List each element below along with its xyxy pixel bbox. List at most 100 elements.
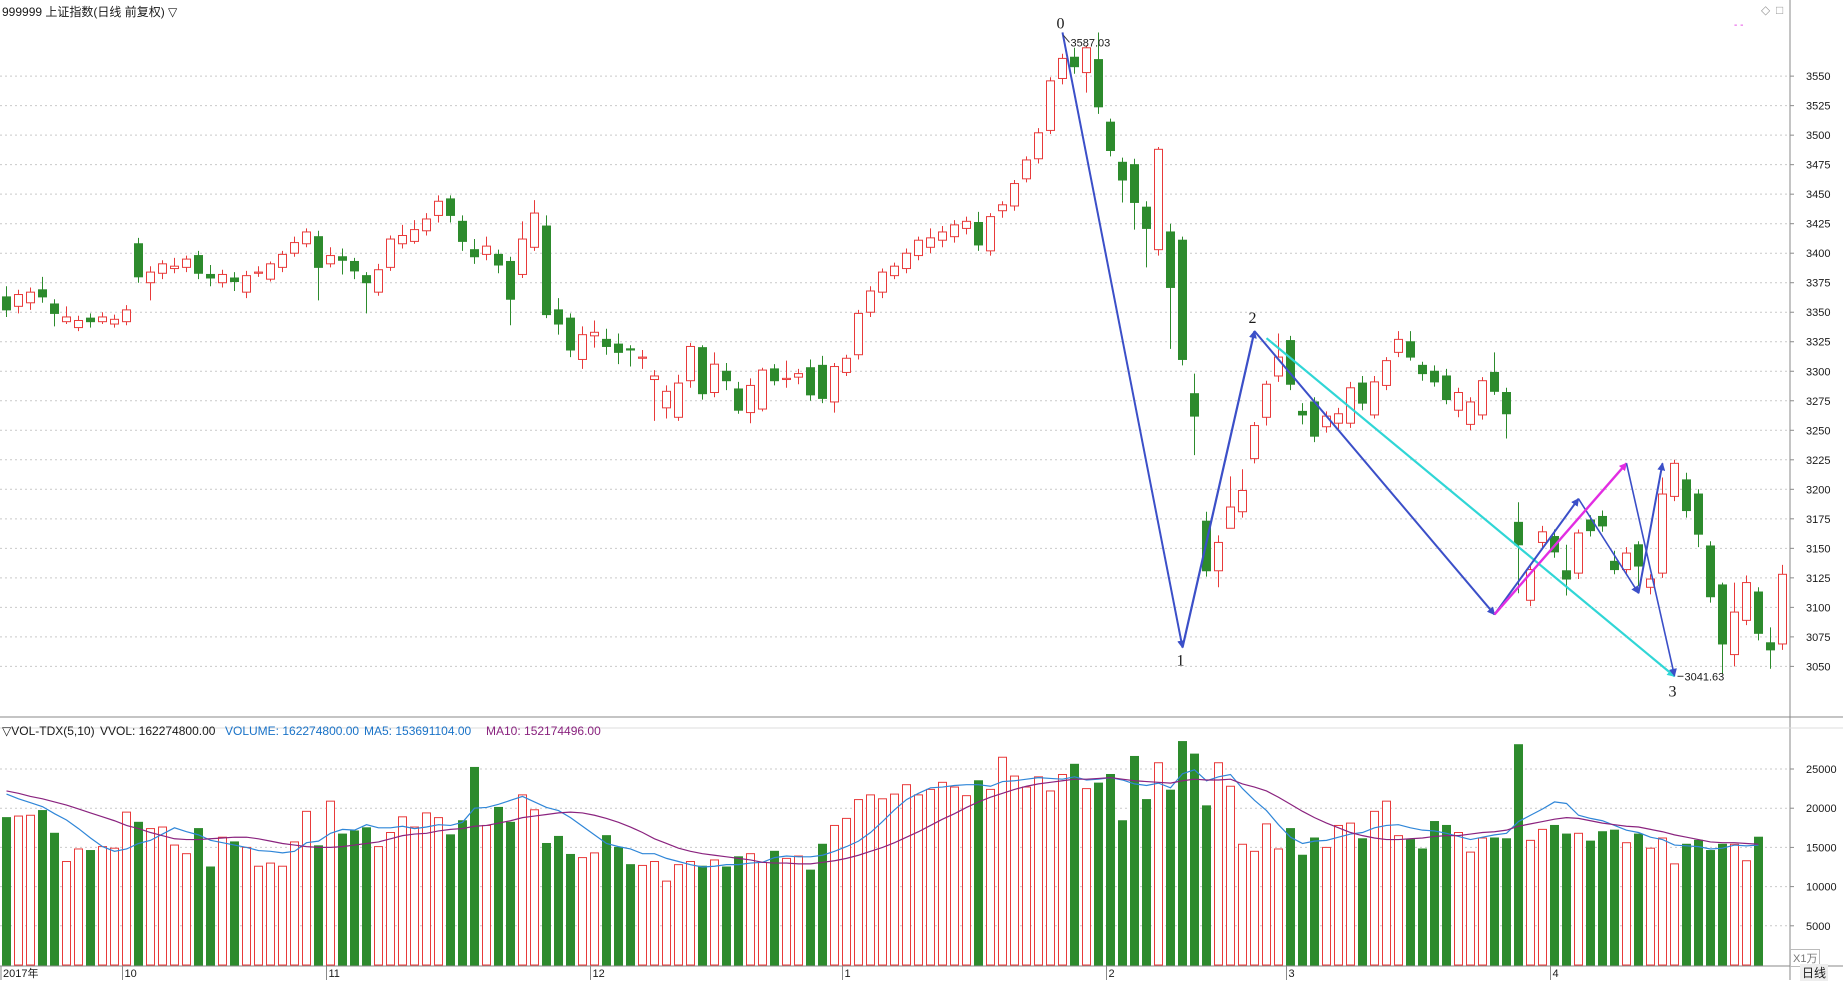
volume-bar-up <box>434 817 443 966</box>
candle <box>806 359 815 401</box>
candle <box>1466 397 1475 431</box>
candle-body-up <box>674 382 683 418</box>
price-tick-label: 3550 <box>1806 71 1830 83</box>
volume-bar-up <box>242 846 251 966</box>
volume-bar-up <box>254 865 263 966</box>
candle-body-up <box>1730 611 1739 656</box>
candle <box>230 272 239 291</box>
volume-bar-up <box>1022 786 1031 966</box>
candle-body-down <box>1118 161 1127 181</box>
price-tick-label: 3150 <box>1806 543 1830 555</box>
candle-body-down <box>362 275 371 284</box>
candle-body-up <box>758 369 767 410</box>
volume-bar-up <box>1238 843 1247 966</box>
wave-line-2-a <box>1253 330 1496 616</box>
volume-bar-down <box>2 817 11 966</box>
volume-bar-up <box>866 794 875 966</box>
candle-body-up <box>890 265 899 277</box>
candle <box>458 215 467 251</box>
corner-mark: - - <box>1734 20 1744 31</box>
volume-indicator-name[interactable]: ▽VOL-TDX(5,10) <box>2 724 95 738</box>
ma10-readout: MA10: 152174496.00 <box>486 724 601 738</box>
volume-bar-down <box>338 833 347 966</box>
candle <box>1154 146 1163 256</box>
candle <box>314 230 323 301</box>
ma5-readout: MA5: 153691104.00 <box>364 724 472 738</box>
volume-bar-up <box>62 861 71 966</box>
volume-bar-up <box>1082 788 1091 966</box>
candle-body-up <box>1742 582 1751 621</box>
candle-body-up <box>1322 415 1331 428</box>
volume-bar-up <box>650 861 659 966</box>
volume-bar-down <box>806 869 815 966</box>
volume-bar-up <box>1346 822 1355 966</box>
candle-body-up <box>950 224 959 238</box>
price-tick-label: 3175 <box>1806 514 1830 526</box>
volume-bar-down <box>1490 837 1499 966</box>
candle <box>1010 180 1019 211</box>
volume-bar-up <box>578 857 587 966</box>
candle-body-up <box>998 204 1007 212</box>
candle-body-up <box>1274 356 1283 377</box>
candle-body-up <box>1046 80 1055 131</box>
candle-body-down <box>1070 56 1079 68</box>
candle <box>1382 357 1391 391</box>
candle-body-down <box>338 256 347 261</box>
candlestick-layer <box>2 32 1787 674</box>
candle <box>374 263 383 296</box>
candle-body-up <box>578 334 587 360</box>
candle-body-down <box>230 277 239 283</box>
time-tick-label: 11 <box>329 968 340 980</box>
volume-bar-up <box>398 816 407 966</box>
price-tick-label: 3400 <box>1806 248 1830 260</box>
volume-bar-down <box>722 866 731 966</box>
wave-line-c-d <box>1637 462 1666 594</box>
candle-body-down <box>1310 401 1319 437</box>
candle-body-up <box>1034 132 1043 160</box>
diamond-icon[interactable]: ◇ <box>1761 3 1771 17</box>
candle-body-down <box>770 368 779 382</box>
candle-body-down <box>494 253 503 266</box>
candle <box>14 289 23 314</box>
volume-bar-up <box>590 852 599 966</box>
candle-body-down <box>1406 341 1415 358</box>
wave-label-2: 2 <box>1249 310 1257 327</box>
candle-body-up <box>782 377 791 381</box>
candle-body-up <box>482 245 491 255</box>
candle-body-down <box>1502 392 1511 415</box>
wave-line-d-3 <box>1625 463 1677 677</box>
candle <box>818 355 827 404</box>
volume-bar-down <box>1634 833 1643 966</box>
time-tick-label: 12 <box>593 968 605 980</box>
candle-body-up <box>374 269 383 293</box>
price-tick-label: 3475 <box>1806 160 1830 172</box>
candle <box>1526 564 1535 607</box>
volume-bar-down <box>1502 838 1511 966</box>
candle <box>1022 156 1031 183</box>
candle-body-up <box>710 363 719 394</box>
chart-title[interactable]: 999999 上证指数(日线 前复权) ▽ <box>2 5 178 19</box>
volume-bar-up <box>794 855 803 966</box>
candle-body-up <box>1778 573 1787 645</box>
period-button[interactable]: 日线 <box>1800 964 1829 981</box>
candle <box>950 220 959 243</box>
candle-body-down <box>458 220 467 242</box>
ma10-line <box>6 777 1759 865</box>
volume-ma-layer <box>6 769 1759 868</box>
volume-bar-up <box>638 864 647 966</box>
candle <box>1262 380 1271 426</box>
candle <box>1418 361 1427 381</box>
candle <box>110 314 119 328</box>
window-restore-icon[interactable]: □ <box>1776 3 1784 17</box>
volume-bar-down <box>602 835 611 966</box>
candle <box>1082 45 1091 93</box>
candle-body-up <box>434 200 443 216</box>
candle-body-down <box>134 243 143 278</box>
price-tick-label: 3050 <box>1806 661 1830 673</box>
price-tick-label: 3200 <box>1806 484 1830 496</box>
volume-bar-up <box>422 812 431 966</box>
candle-body-up <box>158 263 167 274</box>
candle <box>26 287 35 310</box>
